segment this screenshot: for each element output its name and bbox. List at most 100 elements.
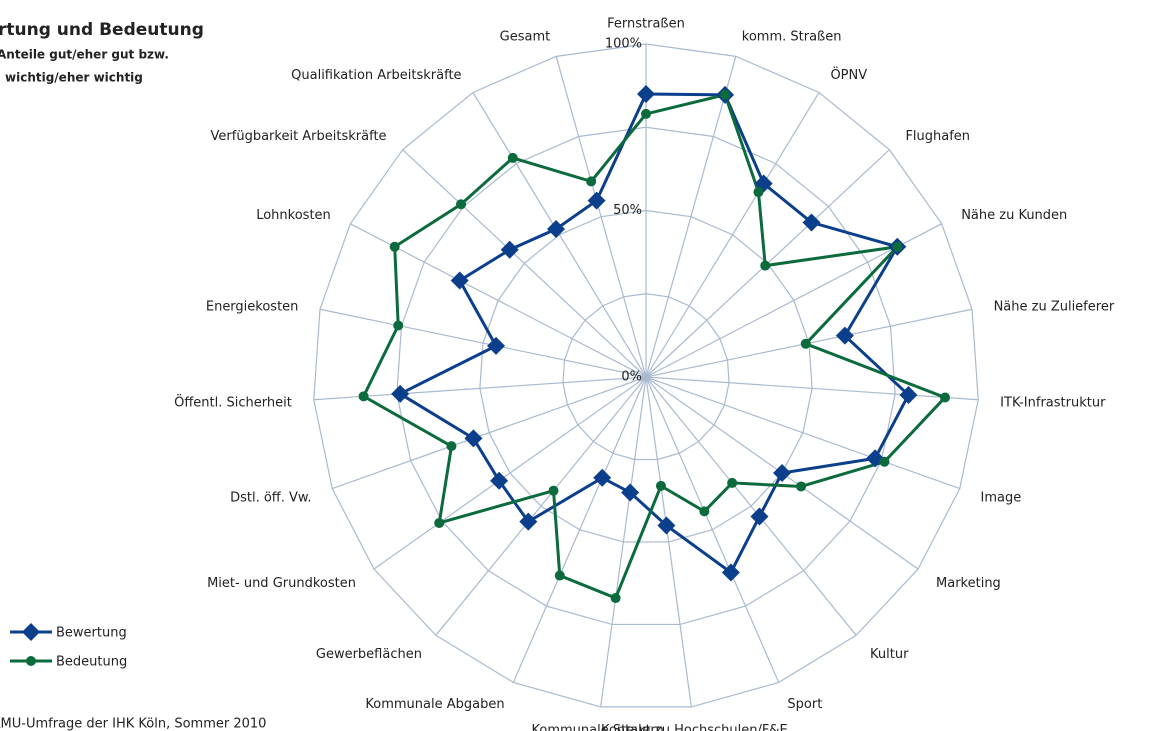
r-tick-label: 100% [605,37,642,52]
spoke [313,376,647,401]
subtitle: wichtig/eher wichtig [5,71,143,85]
axis-label: Gesamt [500,30,551,45]
axis-label: ÖPNV [830,66,867,83]
marker [802,213,821,232]
marker [866,449,885,468]
source: KMU-Umfrage der IHK Köln, Sommer 2010 [0,717,266,731]
r-tick-label: 0% [621,370,642,385]
marker [892,241,903,252]
marker [621,483,640,502]
axis-label: Verfügbarkeit Arbeitskräfte [211,129,387,144]
axis-label: Flughafen [905,129,970,144]
marker [389,241,400,252]
marker [450,271,469,290]
marker [610,593,621,604]
marker [899,385,918,404]
spoke [350,223,647,378]
marker [507,152,518,163]
spoke [319,308,647,378]
spoke [645,376,692,707]
series-line [397,92,911,575]
axis-label: Sport [787,697,822,712]
spoke [402,149,647,378]
legend-marker [22,623,40,641]
axis-label: Gewerbeflächen [316,647,422,662]
marker [456,199,467,210]
marker [721,563,740,582]
marker [446,441,457,452]
axis-label: Öffentl. Sicherheit [174,394,292,411]
axis-label: Kommunale Steuern [532,723,664,731]
marker [547,220,566,239]
marker [655,480,666,491]
axis-label: Kommunale Abgaben [365,697,504,712]
axis-label: Image [981,490,1022,505]
marker [720,89,731,100]
marker [773,464,792,483]
spoke [645,376,857,636]
marker [487,336,506,355]
legend-label: Bedeutung [56,655,127,670]
axis-label: Dstl. öff. Vw. [230,490,311,505]
marker [796,481,807,492]
marker [727,477,738,488]
axis-label: Nähe zu Kunden [961,208,1067,223]
grid-ring [479,209,813,543]
spoke [472,92,647,378]
axis-label: Lohnkosten [256,208,331,223]
marker [554,570,565,581]
marker [835,326,854,345]
axis-label: ITK-Infrastruktur [1000,396,1106,411]
marker [434,517,445,528]
axis-label: Kontakt zu Hochschulen/F&E [601,723,788,731]
spoke [512,376,647,683]
grid-ring [313,43,979,708]
spoke [555,56,647,378]
marker [760,260,771,271]
marker [548,485,559,496]
marker [879,456,890,467]
marker [800,338,811,349]
marker [500,240,519,259]
marker [586,176,597,187]
grid-ring-minor [562,293,730,461]
spoke [645,56,737,378]
marker [391,384,410,403]
marker [490,471,509,490]
marker [519,512,538,531]
marker [753,187,764,198]
marker [657,516,676,535]
spoke [435,376,647,636]
subtitle: Anteile gut/eher gut bzw. [0,48,169,62]
r-tick-label: 50% [613,203,642,218]
marker [464,429,483,448]
legend-marker [26,656,36,666]
marker [393,320,404,331]
spoke [332,376,647,490]
marker [641,108,651,119]
axis-label: Kultur [870,647,909,662]
chart-title: rtung und Bedeutung [0,20,204,40]
axis-label: Marketing [936,576,1001,591]
axis-label: Qualifikation Arbeitskräfte [291,68,461,83]
marker [637,84,655,103]
marker [358,391,369,402]
axis-label: Energiekosten [206,299,299,314]
marker [593,468,612,487]
series-line [361,93,948,600]
axis-label: Fernstraßen [607,17,685,32]
spoke [645,376,979,401]
marker [587,191,606,210]
legend-label: Bewertung [56,626,127,641]
spoke [645,92,820,378]
axis-label: Nähe zu Zulieferer [994,299,1115,314]
marker [940,392,951,403]
spoke [645,376,960,490]
spoke [645,376,780,683]
marker [750,507,769,526]
spoke [600,376,647,707]
marker [699,506,710,517]
axis-label: Miet- und Grundkosten [207,576,356,591]
